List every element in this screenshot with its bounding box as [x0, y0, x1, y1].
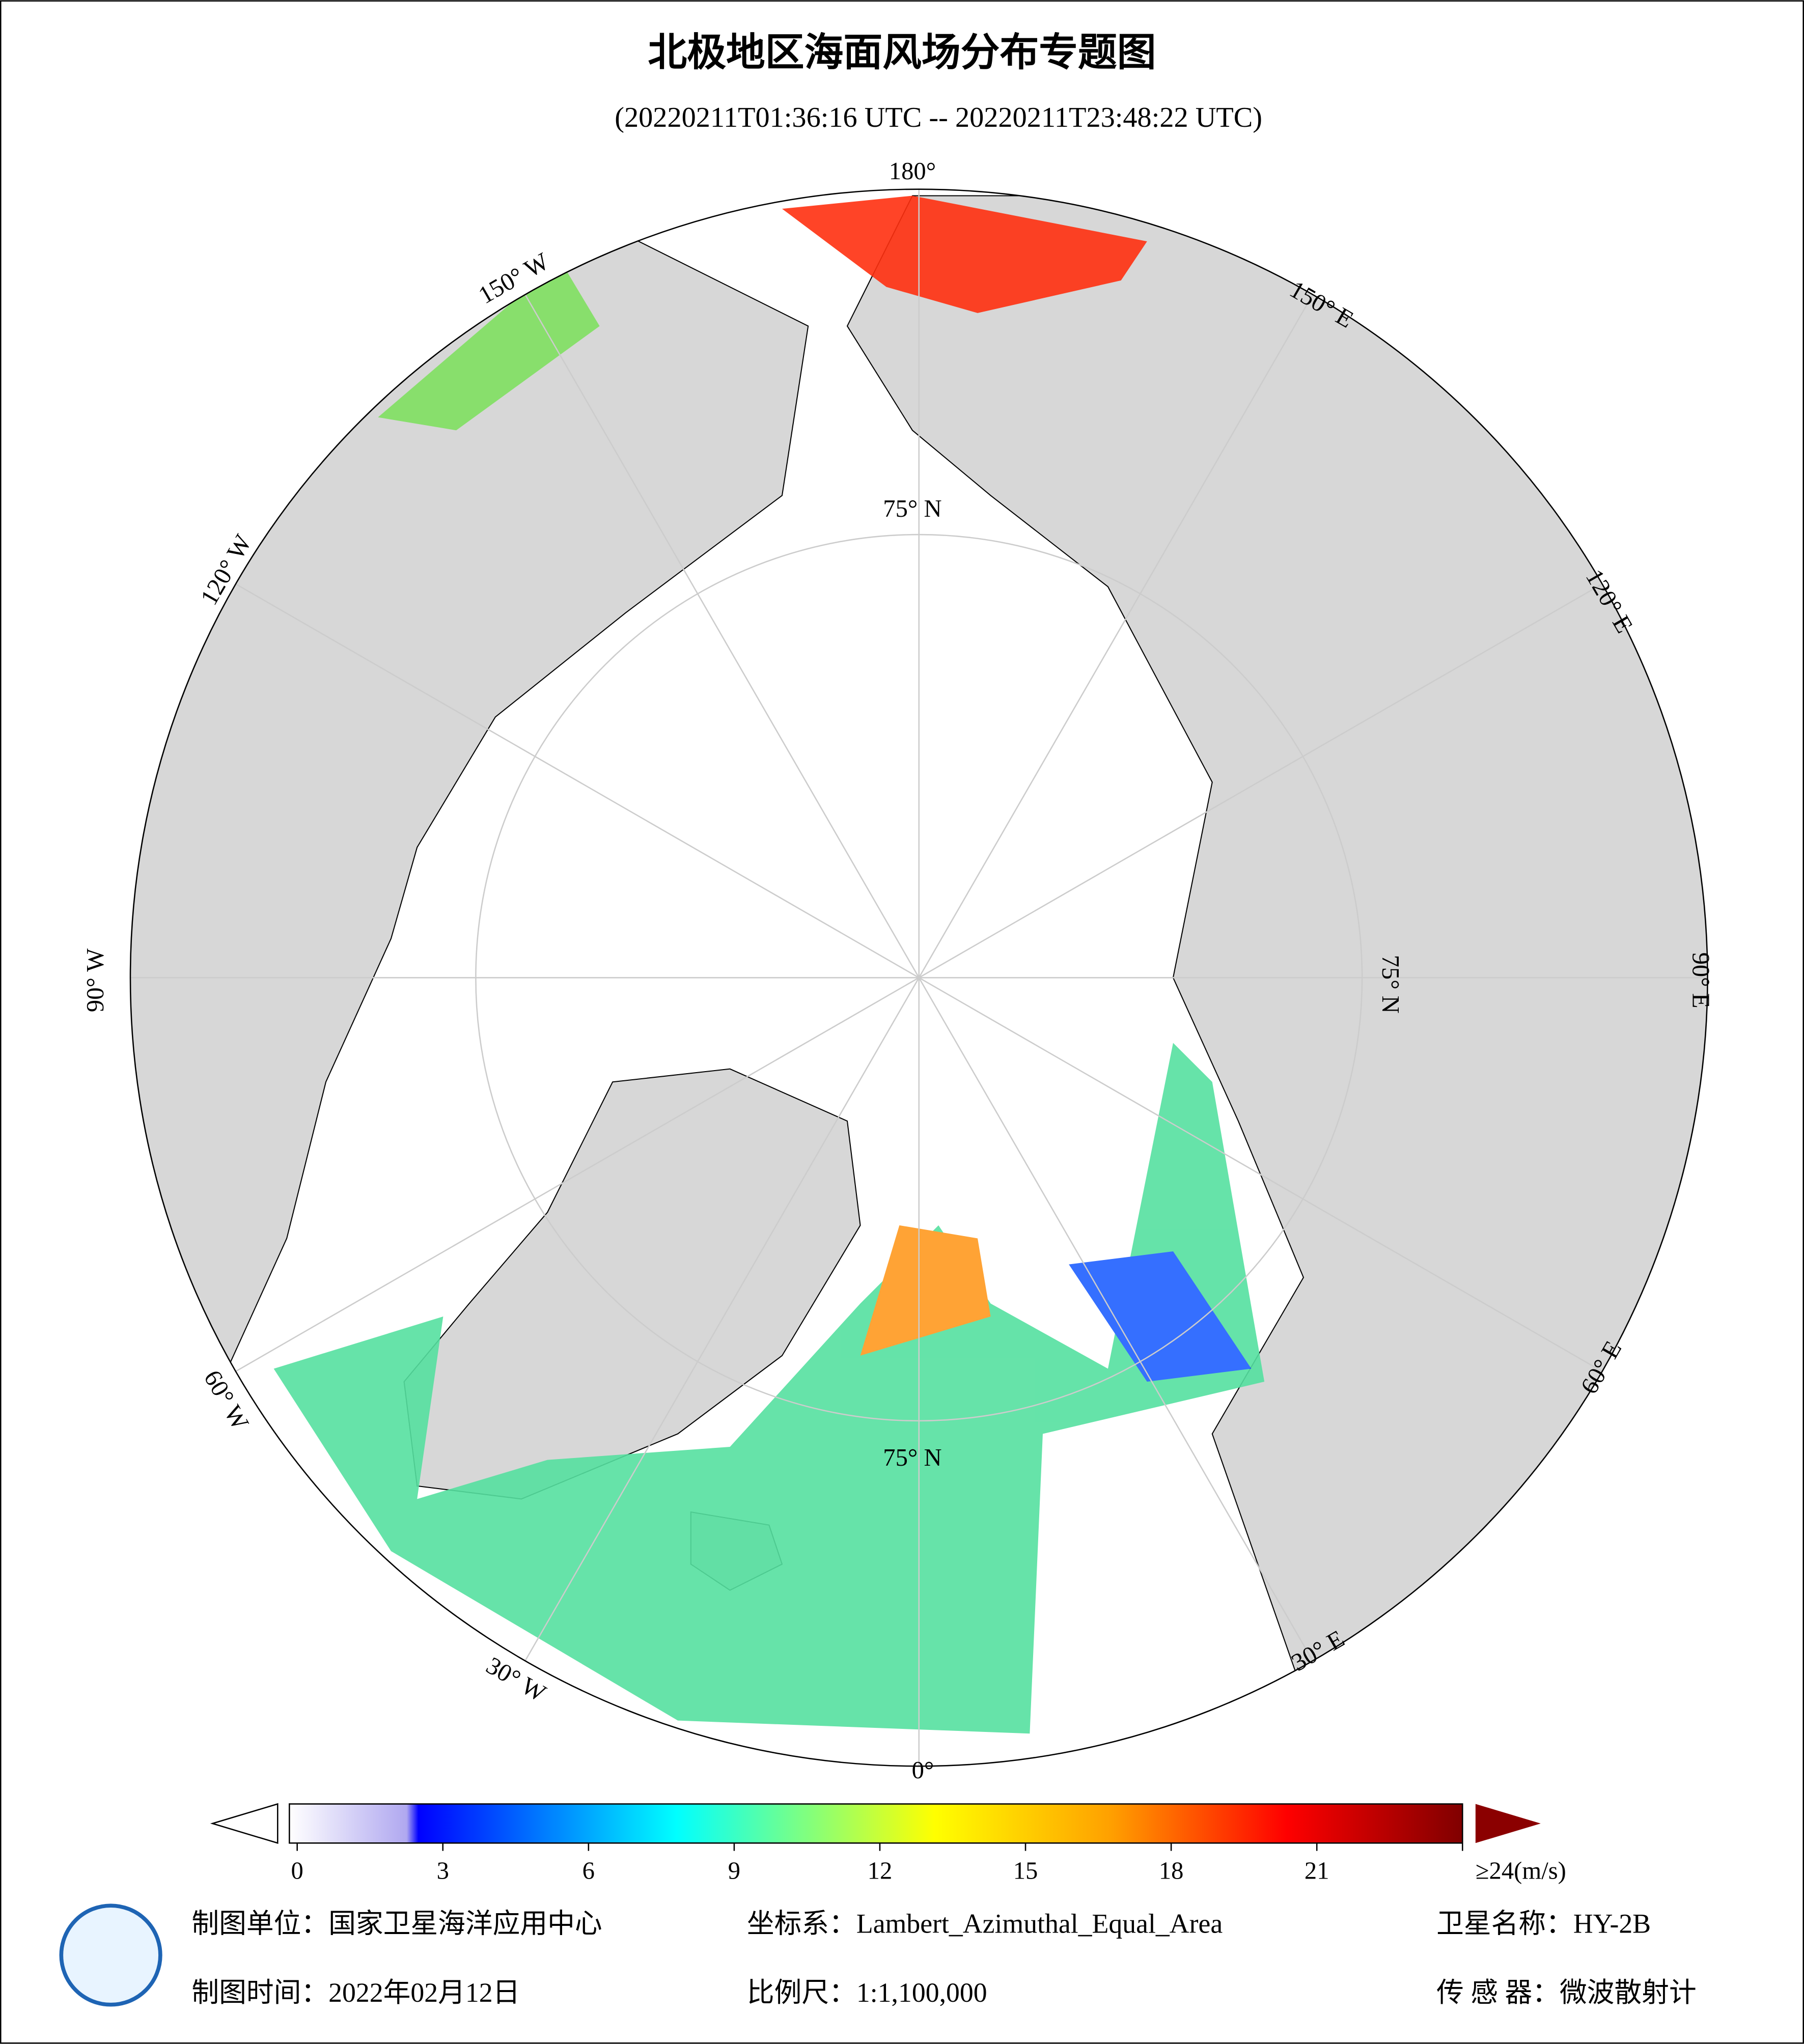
land-america	[130, 195, 809, 1435]
colorbar-tick-label: 12	[868, 1857, 893, 1884]
map-border	[129, 188, 1708, 1767]
colorbar-tick-label: 6	[582, 1857, 595, 1884]
wind-high	[860, 1225, 991, 1356]
lon-label: 180°	[889, 157, 936, 185]
wind-atlantic	[273, 1043, 1265, 1734]
title: 北极地区海面风场分布专题图	[648, 30, 1156, 75]
lon-label: 90° W	[81, 948, 109, 1012]
footer-satellite: 卫星名称：HY-2B	[1436, 1908, 1651, 1939]
footer-scale: 比例尺：1:1,100,000	[747, 1977, 987, 2008]
colorbar-tick-label: 9	[728, 1857, 740, 1884]
logo	[59, 1903, 162, 2007]
footer-date: 制图时间：2022年02月12日	[191, 1977, 520, 2008]
lat-label: 75° N	[883, 495, 941, 522]
colorbar-tick-label: 18	[1159, 1857, 1184, 1884]
footer-unit: 制图单位：国家卫星海洋应用中心	[191, 1908, 602, 1939]
lon-label: 0°	[912, 1756, 934, 1784]
subtitle: (20220211T01:36:16 UTC -- 20220211T23:48…	[615, 102, 1262, 133]
colorbar-tick-label: 21	[1305, 1857, 1329, 1884]
colorbar-tick-label: 15	[1013, 1857, 1038, 1884]
colorbar	[289, 1803, 1463, 1844]
lat-label: 75° N	[883, 1444, 941, 1471]
footer-sensor: 传 感 器：微波散射计	[1436, 1977, 1697, 2008]
lon-label: 90° E	[1687, 953, 1714, 1009]
footer-crs: 坐标系：Lambert_Azimuthal_Equal_Area	[747, 1908, 1223, 1939]
graticule	[130, 189, 1708, 1767]
lat-label: 75° N	[1377, 955, 1404, 1014]
colorbar-ticks: 0 3 6 9 12 15 18 21 ≥24(m/s)	[291, 1843, 1566, 1884]
wind-alaska	[378, 261, 600, 431]
wind-north	[782, 195, 1147, 313]
wind-field	[273, 195, 1265, 1734]
colorbar-over	[1475, 1804, 1541, 1843]
map	[130, 189, 1708, 1767]
colorbar-tick-label: 3	[437, 1857, 449, 1884]
colorbar-tick-label: ≥24(m/s)	[1476, 1857, 1566, 1884]
colorbar-tick-label: 0	[291, 1857, 303, 1884]
colorbar-under	[210, 1803, 279, 1844]
wind-low	[1069, 1251, 1252, 1382]
